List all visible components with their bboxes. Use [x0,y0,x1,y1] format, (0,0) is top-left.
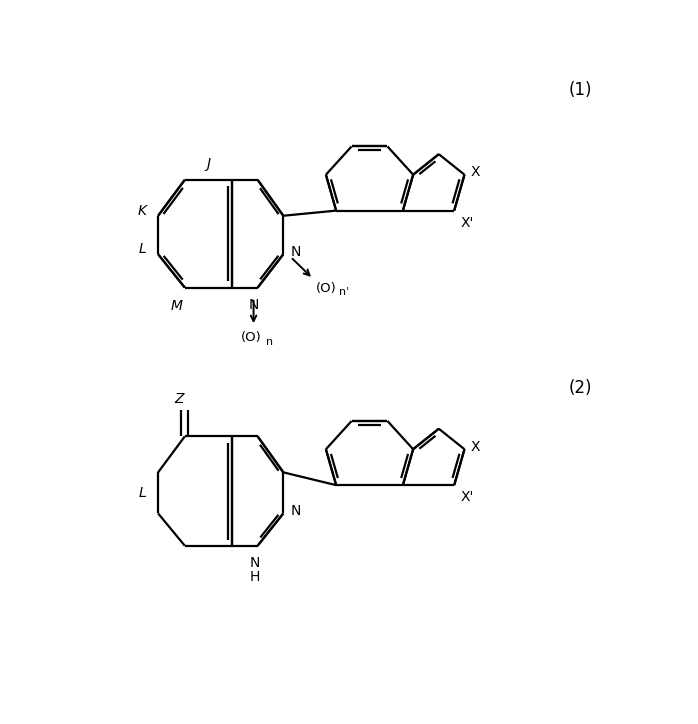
Text: n': n' [339,287,349,297]
Text: L: L [139,242,147,256]
Text: N: N [250,556,260,570]
Text: X': X' [461,490,474,505]
Text: (2): (2) [568,379,592,397]
Text: X': X' [461,216,474,230]
Text: M: M [170,299,182,313]
Text: Z: Z [174,392,184,405]
Text: J: J [207,156,211,171]
Text: (O): (O) [241,331,261,344]
Text: N: N [248,298,259,312]
Text: K: K [138,203,147,218]
Text: N: N [291,245,302,258]
Text: H: H [250,571,260,584]
Text: N: N [291,504,302,518]
Text: X: X [470,439,480,454]
Text: X: X [470,165,480,179]
Text: (1): (1) [568,81,592,99]
Text: L: L [139,486,147,500]
Text: (O): (O) [316,282,337,295]
Text: n: n [267,337,274,348]
